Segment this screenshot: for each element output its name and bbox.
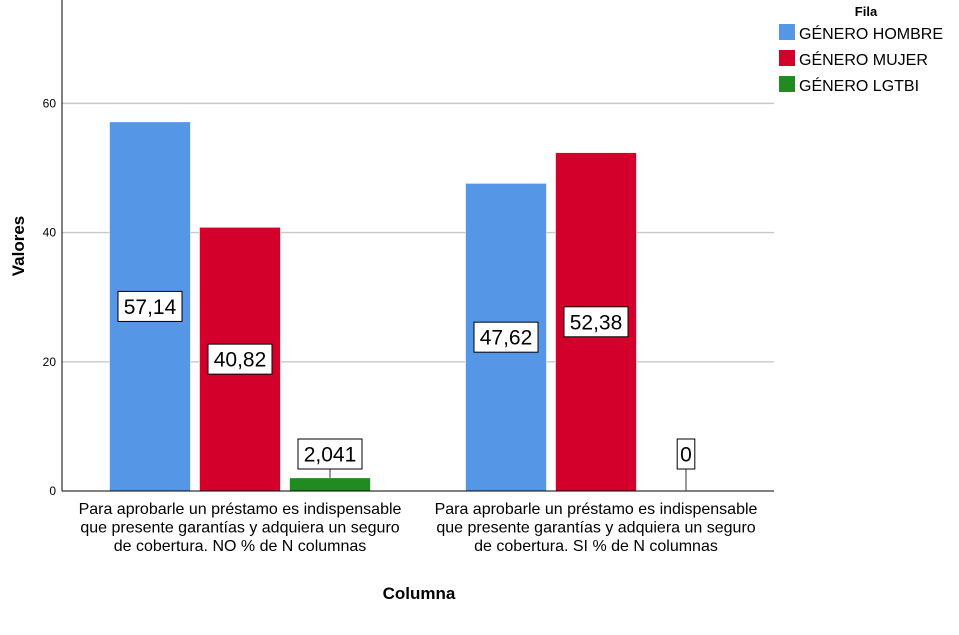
legend-swatch: [779, 24, 795, 40]
data-label: 0: [680, 444, 692, 467]
data-labels: 57,14 40,82 2,041 47,62 52,38 0: [117, 290, 696, 491]
legend-label: GÉNERO MUJER: [799, 50, 928, 69]
legend-label: GÉNERO LGTBI: [799, 76, 919, 95]
y-tick-label: 60: [43, 96, 57, 110]
data-label-box: [676, 438, 696, 470]
legend-label: GÉNERO HOMBRE: [799, 24, 943, 43]
y-tick-label: 20: [43, 355, 57, 369]
data-label-box: [473, 321, 539, 353]
legend-swatch: [779, 50, 795, 66]
data-label-box: [117, 290, 183, 322]
data-label: 47,62: [480, 327, 533, 350]
data-label: 57,14: [124, 296, 177, 319]
data-label: 52,38: [570, 311, 623, 334]
category-label: que presente garantías y adquiera un seg…: [436, 520, 755, 537]
x-axis-title: Columna: [383, 584, 456, 603]
y-axis-title: Valores: [9, 216, 28, 277]
category-labels: Para aprobarle un préstamo es indispensa…: [79, 501, 758, 555]
y-tick-label: 0: [49, 484, 56, 498]
category-label: de cobertura. NO % de N columnas: [114, 538, 367, 555]
legend-swatch: [779, 76, 795, 92]
data-label: 40,82: [214, 349, 267, 372]
data-label-box: [297, 438, 363, 470]
legend-title: Fila: [855, 4, 878, 19]
category-label: Para aprobarle un préstamo es indispensa…: [79, 501, 402, 518]
category-label: que presente garantías y adquiera un seg…: [80, 520, 399, 537]
y-tick-label: 40: [43, 226, 57, 240]
data-label: 2,041: [304, 444, 357, 467]
data-label-box: [207, 343, 273, 375]
data-label-box: [563, 306, 629, 338]
bar: [289, 477, 371, 492]
legend: Fila GÉNERO HOMBRE GÉNERO MUJER GÉNERO LGT…: [779, 4, 943, 95]
bars: [109, 121, 637, 492]
category-label: de cobertura. SI % de N columnas: [474, 538, 718, 555]
y-tick-labels: 0 20 40 60: [43, 96, 57, 498]
category-label: Para aprobarle un préstamo es indispensa…: [435, 501, 758, 518]
